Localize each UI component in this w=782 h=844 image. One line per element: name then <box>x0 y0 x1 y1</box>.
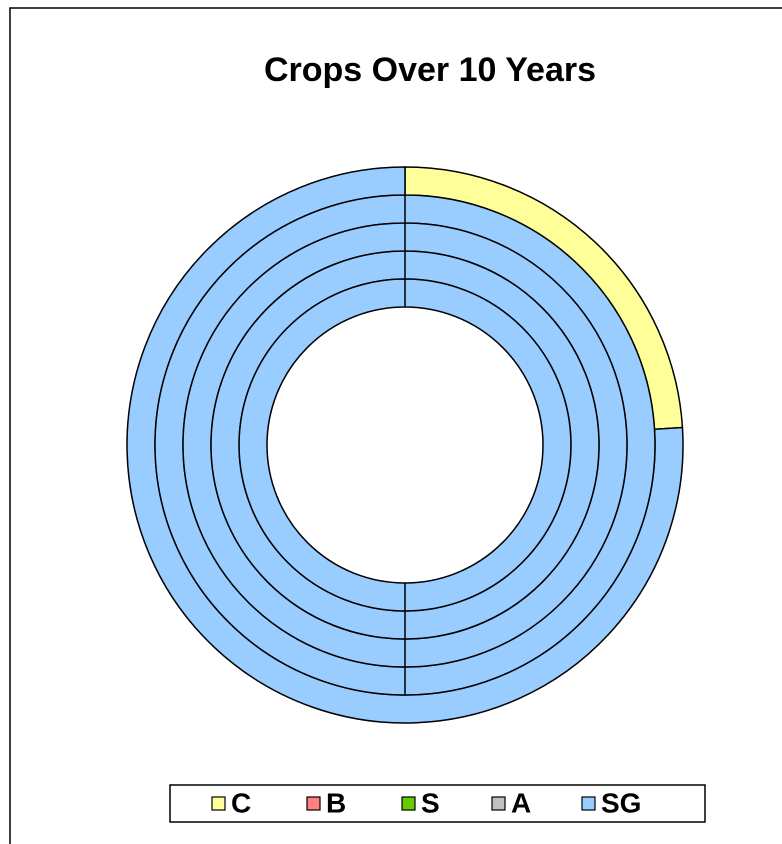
legend-label: A <box>511 787 531 818</box>
legend-label: C <box>231 787 251 818</box>
legend-label: SG <box>601 787 641 818</box>
legend-swatch <box>581 796 596 811</box>
chart-title: Crops Over 10 Years <box>264 51 596 89</box>
legend-swatch <box>211 796 226 811</box>
legend-label: S <box>421 787 440 818</box>
legend-swatch <box>306 796 321 811</box>
legend-swatch <box>401 796 416 811</box>
legend-label: B <box>326 787 346 818</box>
legend-box <box>169 784 706 823</box>
doughnut-segment <box>238 278 572 612</box>
legend-swatch <box>491 796 506 811</box>
